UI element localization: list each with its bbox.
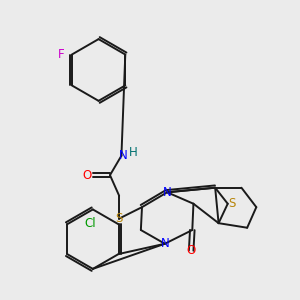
Text: N: N bbox=[119, 149, 128, 162]
Text: H: H bbox=[128, 146, 137, 159]
Text: N: N bbox=[160, 237, 169, 250]
Text: O: O bbox=[82, 169, 92, 182]
Text: N: N bbox=[163, 186, 172, 199]
Text: S: S bbox=[229, 197, 236, 210]
Text: S: S bbox=[116, 212, 123, 225]
Text: F: F bbox=[58, 48, 65, 61]
Text: O: O bbox=[187, 244, 196, 257]
Text: Cl: Cl bbox=[85, 217, 96, 230]
